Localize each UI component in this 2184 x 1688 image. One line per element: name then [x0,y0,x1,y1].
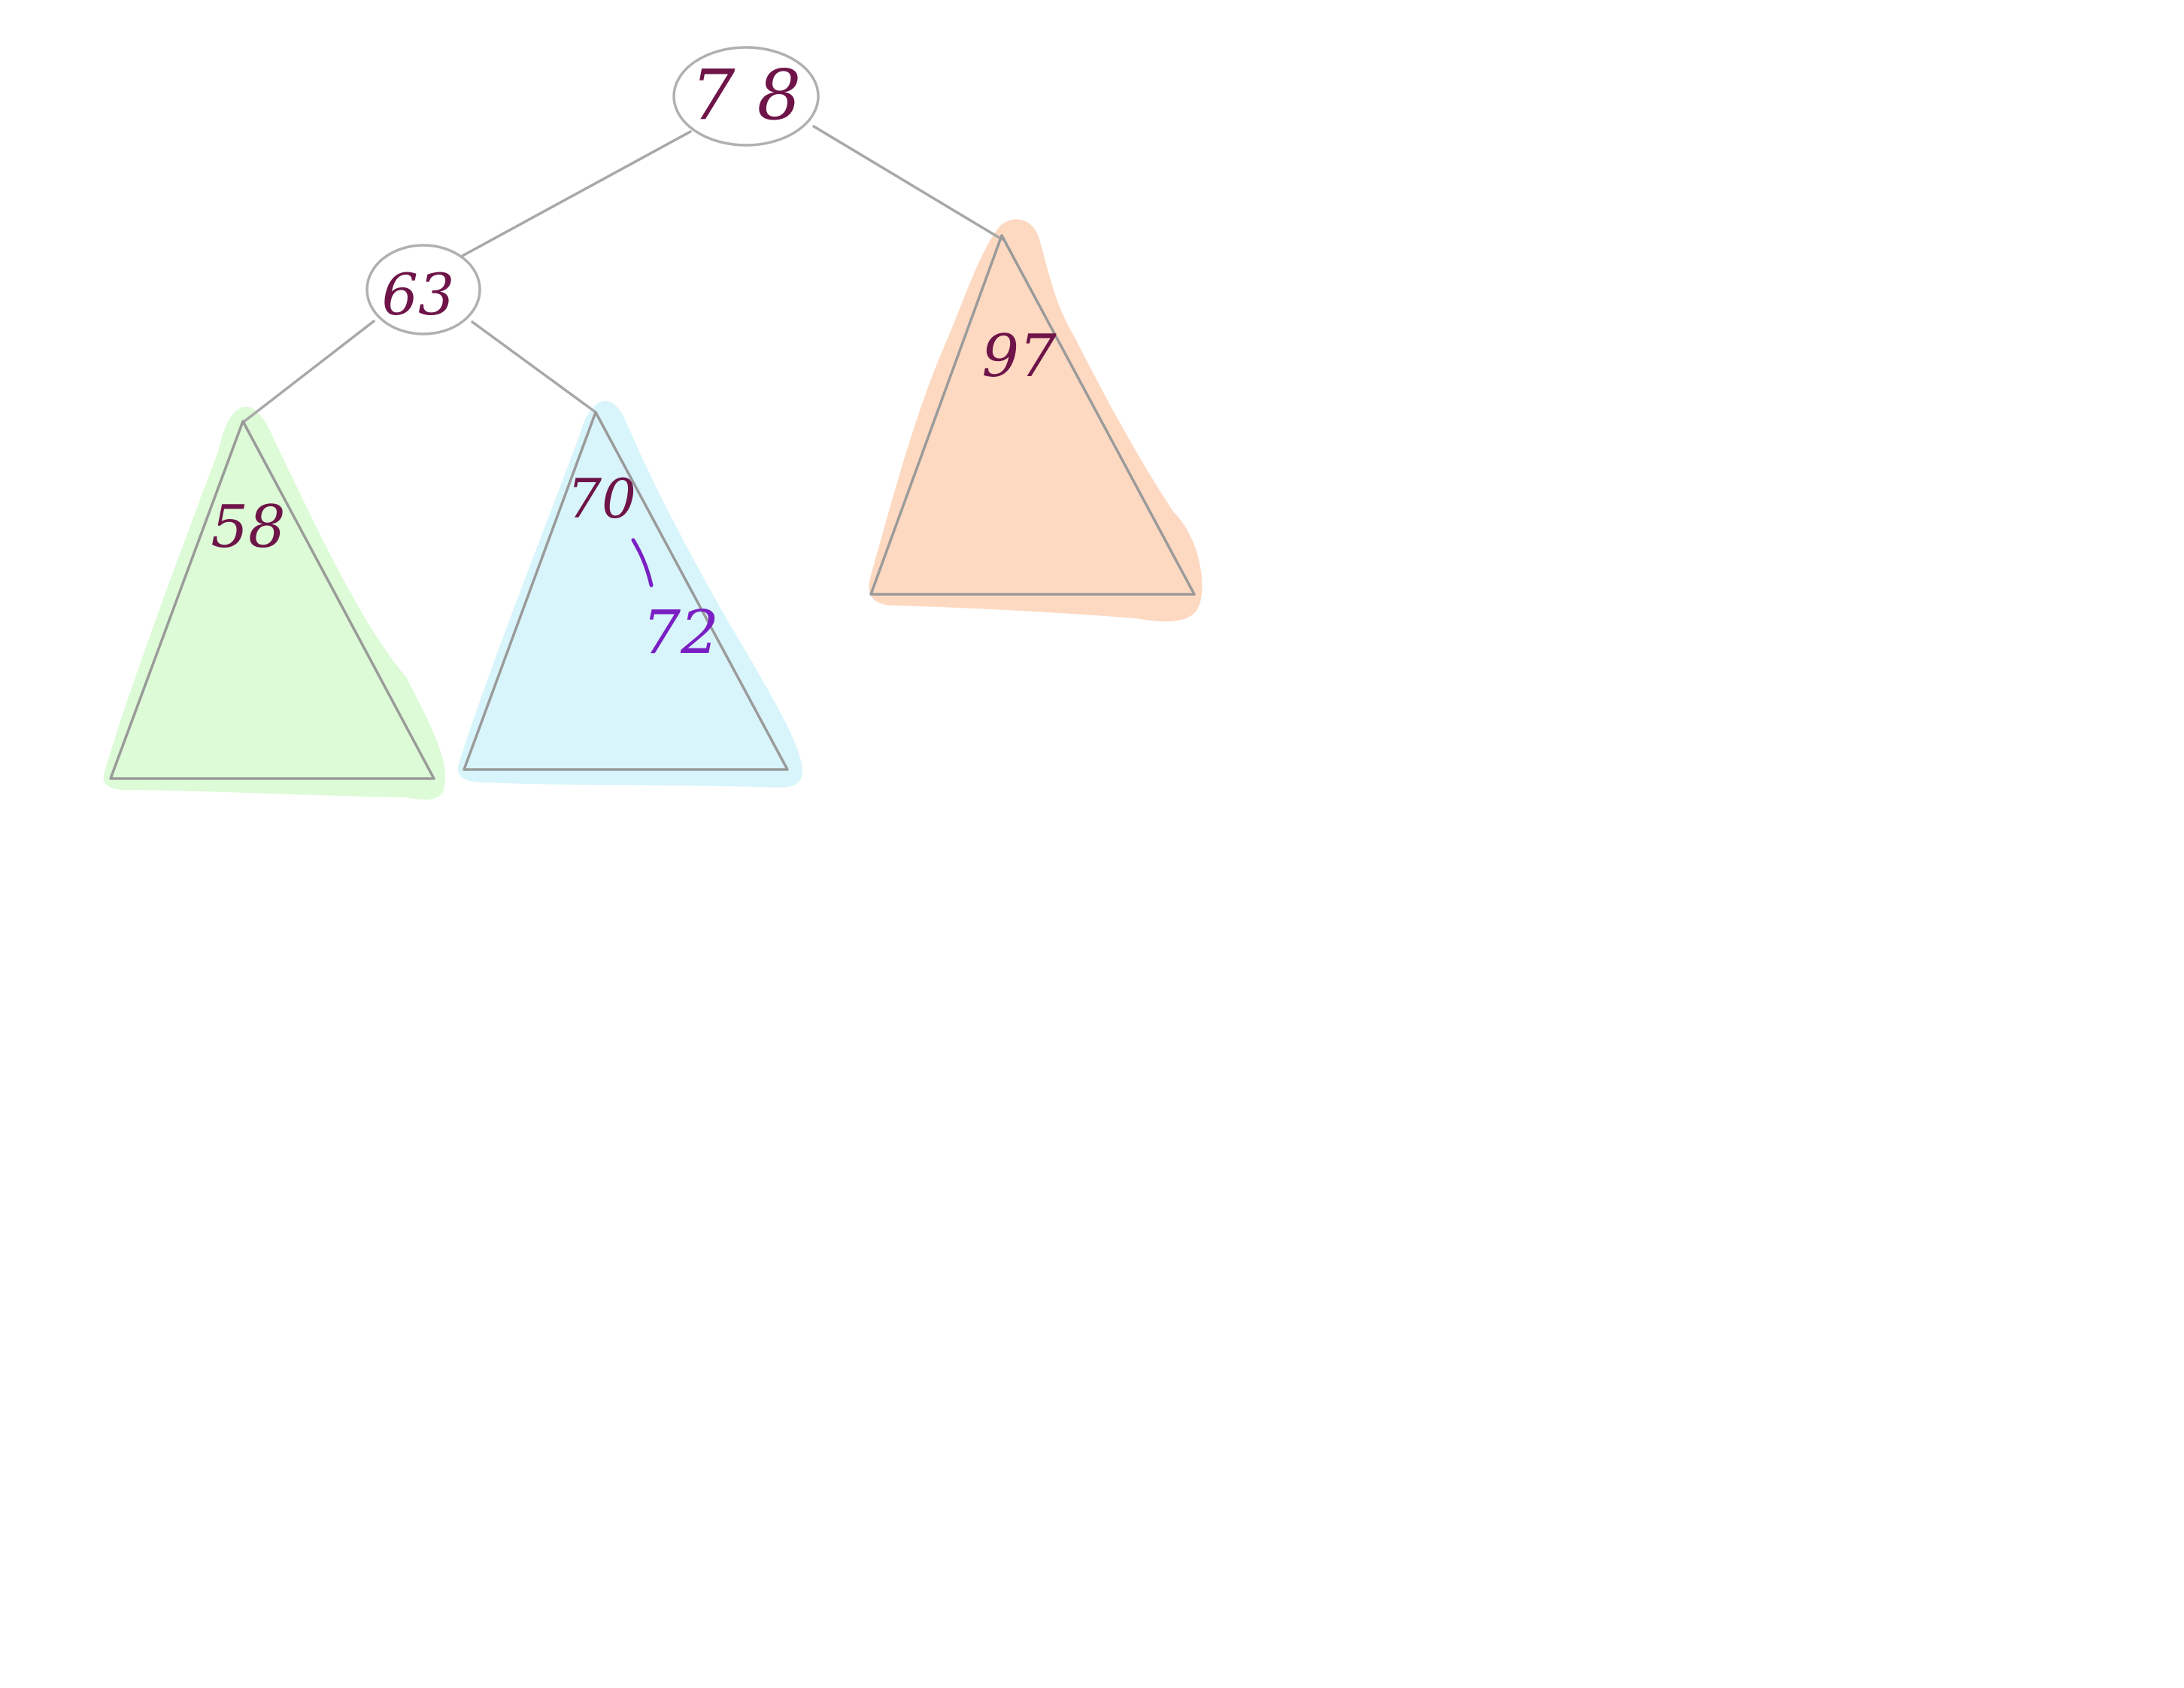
subtree-triangle-97 [869,234,1196,596]
root-node-label: 7 8 [691,55,801,135]
edge-63-to-70 [471,320,597,414]
subtree-triangle-70 [463,411,789,771]
edge-root-to-63 [461,130,692,257]
root-node [672,46,820,147]
node-63 [366,244,481,335]
subtree-70-label: 70 [567,467,636,530]
subtree-highlight-green [103,406,445,800]
subtree-58-label: 58 [211,493,285,561]
edge-70-to-72 [631,538,654,587]
subtree-highlight-blue [457,400,802,788]
edge-63-to-58 [243,320,375,423]
node-63-label: 63 [382,261,455,328]
node-72-label: 72 [642,597,719,667]
subtree-97-label: 97 [981,323,1057,390]
subtree-highlight-orange [869,219,1203,622]
subtree-triangle-58 [109,420,435,780]
edge-root-to-97 [812,125,1003,241]
